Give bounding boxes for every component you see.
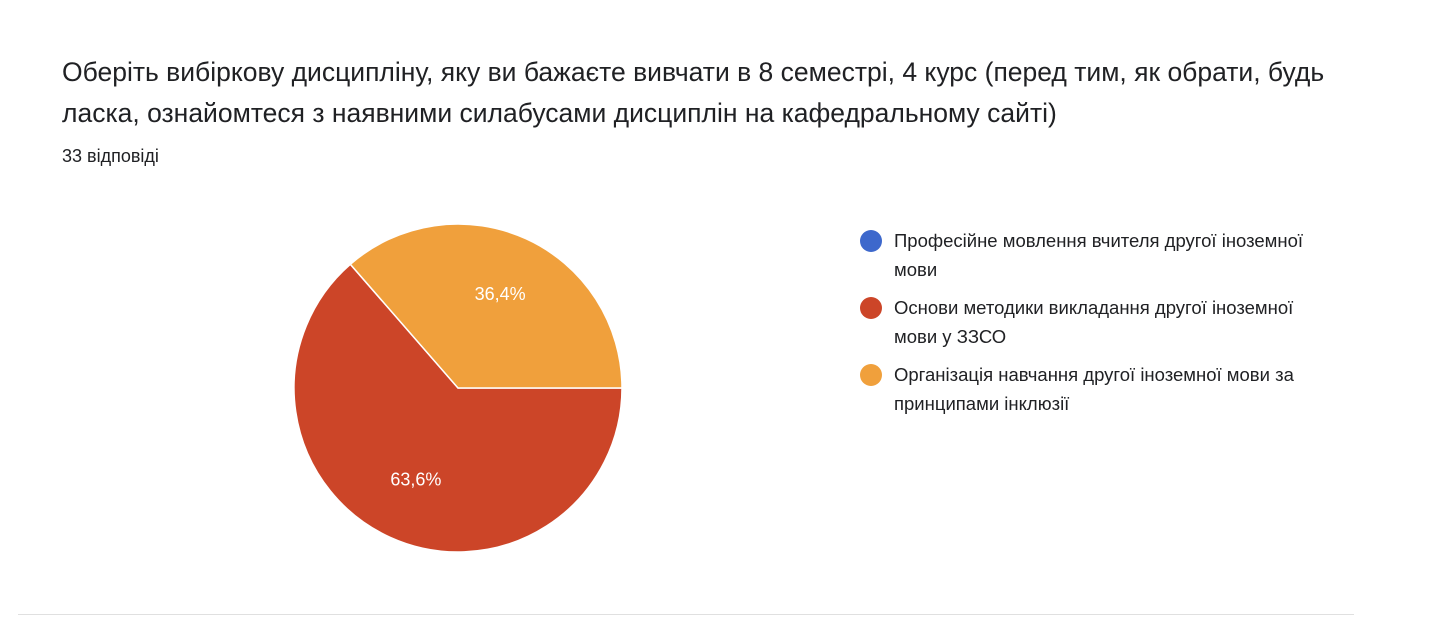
legend-swatch-2: [860, 364, 882, 386]
slice-2[interactable]: [349, 223, 623, 389]
pie-chart: 63,6% 36,4%: [293, 223, 623, 553]
question-title: Оберіть вибіркову дисципліну, яку ви баж…: [62, 57, 1325, 128]
legend-item-1: Основи методики викладання другої інозем…: [860, 293, 1320, 351]
pie-slice-labels: 63,6% 36,4%: [390, 284, 525, 489]
legend-item-2: Організація навчання другої іноземної мо…: [860, 360, 1320, 418]
legend-label-1: Основи методики викладання другої інозем…: [894, 297, 1294, 347]
slice-1[interactable]: [293, 263, 623, 553]
legend-swatch-0: [860, 230, 882, 252]
chart-card: Оберіть вибіркову дисципліну, яку ви баж…: [18, 22, 1354, 615]
slice-1-percent-label: 63,6%: [390, 469, 441, 489]
legend-swatch-1: [860, 297, 882, 319]
legend-label-2: Організація навчання другої іноземної мо…: [894, 364, 1294, 414]
frame-edge: [1354, 0, 1432, 638]
legend-item-0: Професійне мовлення вчителя другої інозе…: [860, 226, 1320, 284]
response-count: 33 відповіді: [62, 146, 159, 166]
slice-2-percent-label: 36,4%: [475, 284, 526, 304]
pie-slices: [293, 223, 623, 553]
legend-label-0: Професійне мовлення вчителя другої інозе…: [894, 230, 1304, 280]
chart-legend: Професійне мовлення вчителя другої інозе…: [860, 226, 1320, 427]
